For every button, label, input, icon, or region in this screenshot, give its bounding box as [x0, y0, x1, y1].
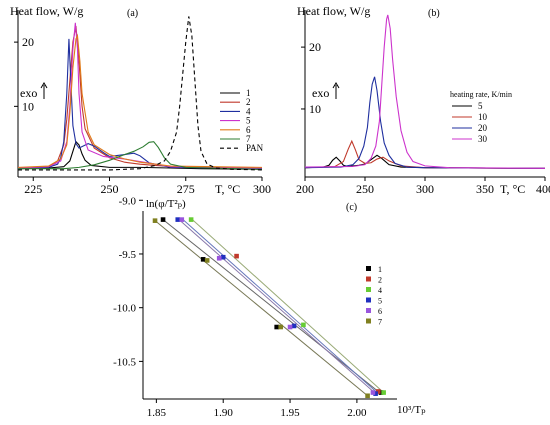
x-tick-label: 250 [356, 182, 374, 196]
data-point-5 [220, 254, 226, 260]
legend-label: 5 [378, 297, 382, 306]
y-tick-label: 10 [309, 102, 321, 116]
panel-label: (c) [346, 202, 357, 213]
x-tick-label: 2.00 [347, 407, 367, 419]
legend-label: 4 [378, 286, 382, 295]
data-point-7 [152, 218, 158, 223]
data-point-7 [278, 324, 283, 330]
legend-marker [366, 266, 371, 271]
legend-label: 1 [378, 265, 382, 274]
y-tick-label: -9.5 [119, 249, 137, 261]
series-line-20 [305, 76, 545, 169]
legend-label: 30 [478, 134, 488, 144]
x-tick-label: 275 [177, 182, 195, 196]
legend-marker [366, 297, 371, 303]
series-line-7 [18, 141, 262, 170]
legend-label: 4 [246, 106, 251, 116]
data-point-2 [234, 253, 239, 259]
legend-label: 20 [478, 123, 488, 133]
fit-line [177, 218, 376, 395]
x-tick-label: 250 [101, 182, 119, 196]
panel-label: (b) [428, 8, 440, 19]
x-tick-label: 200 [296, 182, 314, 196]
legend-label: 1 [246, 88, 251, 98]
data-point-5 [373, 391, 378, 396]
legend-label: 10 [478, 112, 488, 122]
series-line-10 [305, 139, 545, 169]
data-point-1 [200, 257, 206, 262]
exo-annotation: exo [20, 86, 37, 100]
x-tick-label: 1.85 [147, 407, 167, 419]
legend-marker [366, 276, 371, 282]
y-tick-label: -10.5 [113, 356, 136, 368]
data-point-7 [204, 258, 210, 263]
legend-label: 7 [378, 318, 382, 327]
exo-arrow-head [332, 82, 340, 89]
legend-marker [366, 308, 371, 313]
x-tick-label: 225 [24, 182, 42, 196]
legend-marker [366, 318, 371, 324]
series-line-30 [305, 14, 545, 169]
data-point-6 [179, 217, 185, 222]
x-tick-label: 400 [536, 182, 550, 196]
exo-annotation: exo [312, 86, 329, 100]
y-tick-label: -9.0 [119, 195, 137, 207]
series-line-5 [18, 22, 262, 169]
panel-2: 1.85 1.90 1.95 2.00 -9.0 -9.5 -10.0 -10.5 ln(φ/T… [113, 195, 426, 419]
fit-line [190, 218, 384, 393]
panel-1: 2002503003504001020Heat flow, W/g(b)T, °… [296, 4, 550, 196]
y-tick-label: 20 [309, 40, 321, 54]
data-point-6 [287, 324, 293, 330]
fit-line [162, 219, 382, 395]
data-point-7 [365, 393, 370, 399]
x-tick-label: 300 [416, 182, 434, 196]
x-tick-label: 1.90 [214, 407, 234, 419]
data-point-5 [175, 217, 181, 222]
y-tick-label: 20 [22, 35, 34, 49]
fit-line [154, 220, 368, 397]
legend-label: 6 [246, 125, 251, 135]
x-axis-label: T, °C [215, 182, 240, 196]
data-point-1 [160, 217, 166, 222]
data-point-1 [378, 390, 384, 395]
x-tick-label: 350 [476, 182, 494, 196]
legend-label: 5 [478, 101, 483, 111]
legend-label: 2 [246, 97, 251, 107]
data-point-4 [381, 390, 386, 395]
data-point-4 [301, 322, 306, 328]
y-tick-label: 10 [22, 99, 34, 113]
legend-label: 7 [246, 134, 251, 144]
y-axis-label: Heat flow, W/g [297, 4, 370, 18]
y-axis-label: ln(φ/T²ₚ) [146, 198, 186, 210]
data-point-1 [274, 324, 279, 330]
data-point-6 [370, 390, 376, 395]
data-point-2 [375, 389, 381, 394]
fit-line [181, 218, 379, 395]
y-axis-label: Heat flow, W/g [10, 4, 83, 18]
exo-arrow-head [40, 82, 48, 89]
x-axis-label: T, °C [500, 182, 525, 196]
series-line-2 [18, 25, 262, 169]
data-point-5 [291, 323, 297, 329]
series-line-4 [18, 38, 262, 170]
data-point-4 [188, 217, 194, 222]
series-line-PAN [18, 16, 262, 171]
legend-label: 5 [246, 116, 251, 126]
legend-title: heating rate, K/min [450, 90, 512, 99]
x-axis-label: 10³/Tₚ [397, 404, 426, 416]
series-line-1 [18, 140, 262, 170]
x-tick-label: 1.95 [280, 407, 300, 419]
legend-label: PAN [246, 143, 264, 153]
x-tick-label: 300 [253, 182, 271, 196]
y-tick-label: -10.0 [113, 303, 136, 315]
legend-marker [366, 287, 371, 292]
legend-label: 6 [378, 307, 382, 316]
data-point-6 [216, 255, 222, 261]
legend-label: 2 [378, 276, 382, 285]
series-line-6 [18, 33, 262, 168]
panel-label: (a) [127, 8, 138, 19]
